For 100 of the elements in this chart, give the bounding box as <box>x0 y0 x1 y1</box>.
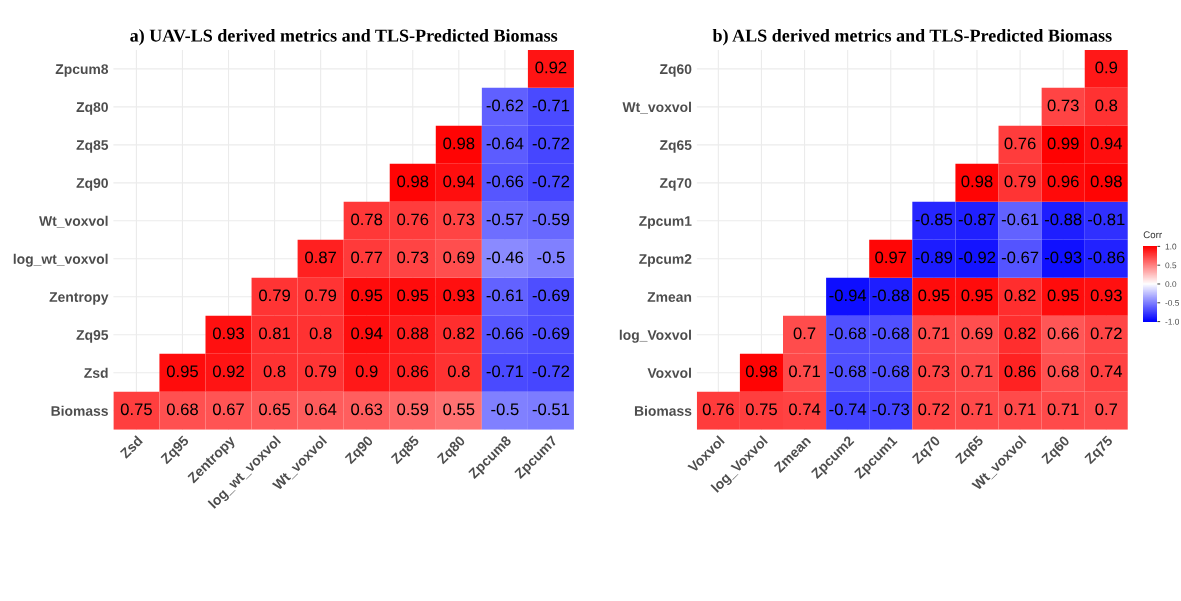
data-label: 0.73 <box>443 213 475 226</box>
data-label: -0.72 <box>532 175 570 188</box>
y-tick-label: Zq60 <box>659 64 692 77</box>
data-label: 0.8 <box>447 365 470 378</box>
color-bar-title: Corr <box>1143 231 1162 239</box>
data-label: 0.98 <box>1090 175 1122 188</box>
data-label: 0.95 <box>351 289 383 302</box>
y-tick-label: Zq90 <box>76 178 108 191</box>
data-label: 0.78 <box>351 213 383 226</box>
y-tick-label: Zpcum8 <box>55 64 109 77</box>
data-label: 0.73 <box>397 251 429 264</box>
data-label: 0.86 <box>1004 365 1036 378</box>
data-label: 0.9 <box>355 365 378 378</box>
y-tick-label: Biomass <box>51 405 108 416</box>
data-label: 0.81 <box>259 327 290 340</box>
data-label: 0.82 <box>1004 289 1036 302</box>
data-label: 0.94 <box>351 327 383 340</box>
data-label: -0.57 <box>486 213 524 226</box>
data-label: 0.93 <box>443 289 475 302</box>
data-label: 0.9 <box>1095 61 1118 74</box>
data-label: -0.92 <box>958 251 996 264</box>
data-label: -0.59 <box>532 213 570 226</box>
data-label: -0.88 <box>1044 213 1082 226</box>
data-label: 0.69 <box>443 251 475 264</box>
data-label: 0.59 <box>397 403 429 416</box>
y-tick-label: Zq85 <box>76 140 109 153</box>
data-label: 0.82 <box>1004 327 1036 340</box>
data-label: -0.61 <box>1001 213 1039 226</box>
y-tick-label: Zmean <box>647 292 692 302</box>
data-label: 0.55 <box>443 403 475 416</box>
chart-title: b) ALS derived metrics and TLS-Predicted Biomass <box>712 29 1112 46</box>
data-label: 0.92 <box>212 365 244 378</box>
y-tick-label: Zq70 <box>659 178 692 191</box>
data-label: 0.88 <box>397 327 429 340</box>
data-label: -0.72 <box>532 365 570 378</box>
data-label: -0.66 <box>486 175 524 188</box>
data-label: -0.46 <box>486 251 524 264</box>
y-tick-label: Wt_voxvol <box>622 101 691 114</box>
data-label: 0.94 <box>1090 137 1123 150</box>
y-tick-label: log_Voxvol <box>619 329 691 343</box>
data-label: -0.86 <box>1088 251 1125 264</box>
data-label: -0.61 <box>486 289 524 302</box>
data-label: 0.72 <box>1090 327 1122 340</box>
data-label: -0.5 <box>491 403 519 416</box>
data-label: -0.5 <box>537 251 565 264</box>
y-tick-label: Zpcum1 <box>639 216 692 229</box>
data-label: 0.74 <box>1090 365 1123 378</box>
data-label: 0.98 <box>397 175 429 188</box>
data-label: -0.87 <box>958 213 996 226</box>
data-label: -0.66 <box>486 327 524 340</box>
data-label: 0.8 <box>1095 99 1118 112</box>
data-label: -0.67 <box>1001 251 1039 264</box>
data-label: 0.79 <box>305 289 337 302</box>
color-bar-label: 0.0 <box>1165 281 1177 288</box>
data-label: 0.7 <box>793 327 816 340</box>
data-label: 0.95 <box>918 289 950 302</box>
data-label: 0.95 <box>397 289 429 302</box>
data-label: 0.71 <box>788 365 820 378</box>
color-bar-label: 1.0 <box>1165 243 1177 250</box>
y-tick-label: Zq95 <box>76 330 109 343</box>
data-label: 0.74 <box>788 403 821 416</box>
data-label: 0.98 <box>443 137 475 150</box>
data-label: 0.93 <box>212 327 245 340</box>
data-label: 0.99 <box>1047 137 1079 150</box>
data-label: -0.71 <box>486 365 524 378</box>
data-label: 0.95 <box>1047 289 1079 302</box>
data-label: 0.95 <box>166 365 198 378</box>
data-label: 0.79 <box>259 289 291 302</box>
data-label: -0.88 <box>872 289 910 302</box>
data-label: 0.75 <box>745 403 777 416</box>
data-label: 0.8 <box>263 365 286 378</box>
data-label: 0.98 <box>745 365 777 378</box>
data-label: 0.94 <box>443 175 475 188</box>
y-tick-label: Zq65 <box>659 140 692 153</box>
data-label: 0.63 <box>351 403 383 416</box>
color-bar-label: -1.0 <box>1165 318 1180 325</box>
data-label: 0.68 <box>1047 365 1079 378</box>
data-label: 0.71 <box>1004 403 1036 416</box>
data-label: 0.95 <box>961 289 993 302</box>
data-label: 0.68 <box>166 403 198 416</box>
data-label: 0.71 <box>918 327 950 340</box>
data-label: -0.74 <box>829 403 867 416</box>
data-label: -0.64 <box>486 137 524 150</box>
data-label: -0.68 <box>872 365 910 378</box>
data-label: 0.73 <box>1047 99 1079 112</box>
data-label: 0.72 <box>918 403 950 416</box>
y-tick-label: Zq80 <box>76 102 108 115</box>
data-label: -0.71 <box>532 99 570 112</box>
data-label: 0.65 <box>259 403 291 416</box>
y-tick-label: log_wt_voxvol <box>13 253 108 267</box>
data-label: -0.72 <box>532 137 570 150</box>
data-label: -0.51 <box>532 403 570 416</box>
data-label: 0.76 <box>397 213 429 226</box>
y-tick-label: Zpcum2 <box>639 254 692 267</box>
data-label: 0.98 <box>961 175 993 188</box>
data-label: 0.71 <box>961 403 993 416</box>
data-label: 0.87 <box>305 251 337 264</box>
data-label: 0.73 <box>918 365 950 378</box>
data-label: -0.89 <box>915 251 953 264</box>
data-label: 0.8 <box>309 327 332 340</box>
